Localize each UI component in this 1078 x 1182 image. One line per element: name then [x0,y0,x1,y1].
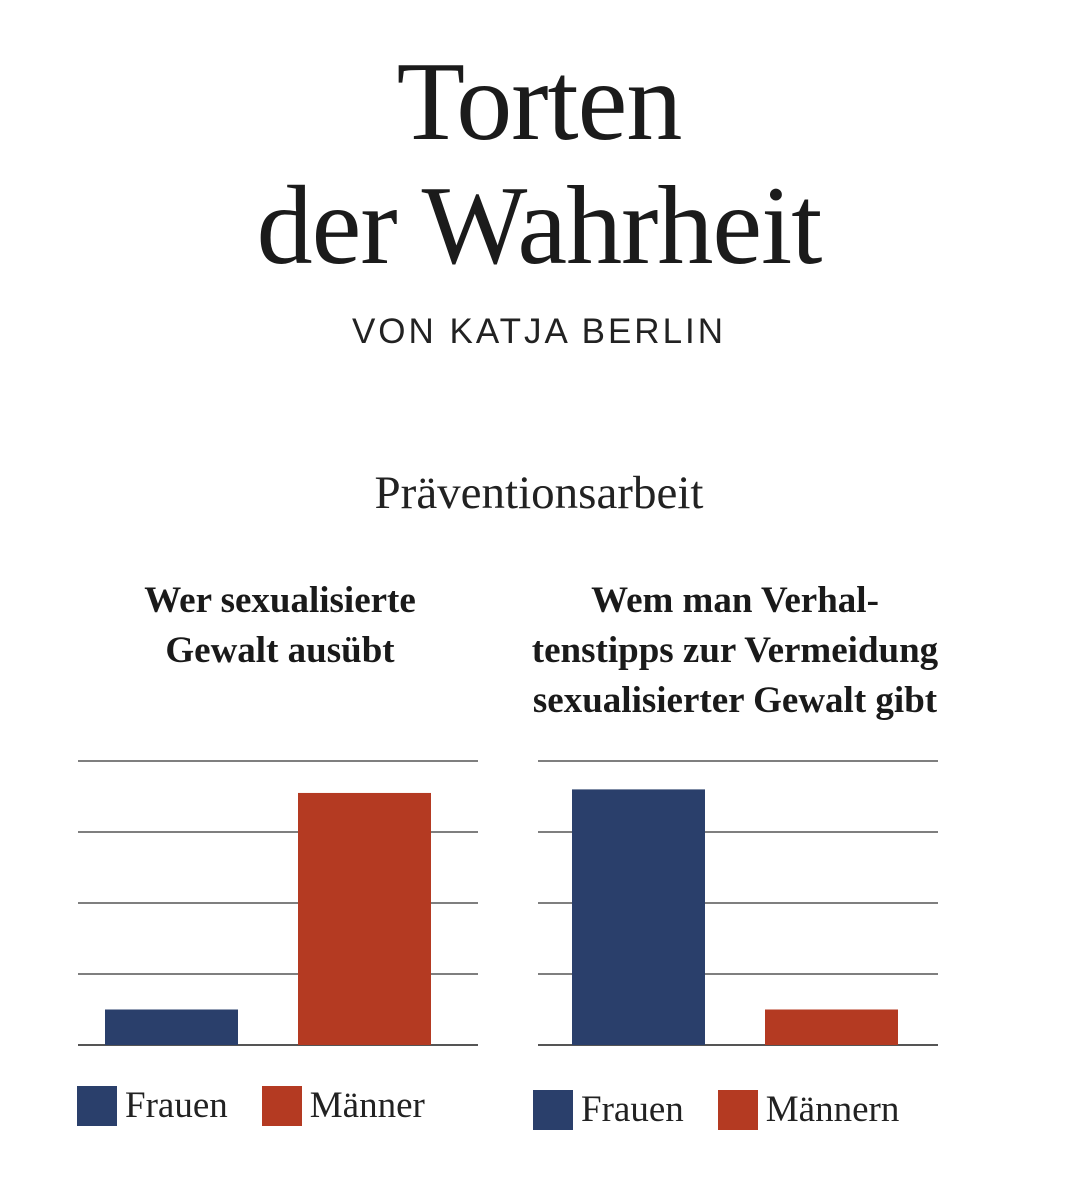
chart-right-title-line-3: sexualisierter Gewalt gibt [532,680,938,721]
title-line-1: Torten [396,40,683,164]
legend-label-frauen: Frauen [581,1089,684,1130]
chart-right-title-line-2: tenstipps zur Vermeidung [531,630,939,671]
legend-swatch-frauen [77,1085,117,1126]
legend-label-frauen: Frauen [125,1085,228,1126]
subtitle: Präventionsarbeit [374,467,704,519]
legend-label-maenner: Männer [309,1085,425,1126]
legend-right: Frauen Männern [533,1088,933,1131]
legend-left: Frauen Männer [77,1084,459,1127]
bar-left-maenner [298,792,431,1045]
bar-left-frauen [105,1009,238,1045]
legend-swatch-frauen [533,1089,573,1130]
chart-left-title-line-1: Wer sexualisierte [144,580,416,621]
chart-left-title: Wer sexualisierte Gewalt ausübt [60,576,500,676]
title-line-2: der Wahrheit [256,164,823,288]
legend-swatch-maennern [717,1089,758,1130]
legend-label-maennern: Männern [765,1089,900,1130]
bar-right-maenner [765,1009,898,1045]
page-title: Torten der Wahrheit [0,40,1078,288]
chart-right-title-line-1: Wem man Verhal- [591,580,879,621]
bar-right-frauen [572,789,705,1045]
legend-swatch-maenner [261,1085,302,1126]
chart-right-title: Wem man Verhal- tenstipps zur Vermeidung… [490,576,980,726]
chart-left-title-line-2: Gewalt ausübt [165,630,395,671]
byline: VON KATJA BERLIN [351,312,727,351]
